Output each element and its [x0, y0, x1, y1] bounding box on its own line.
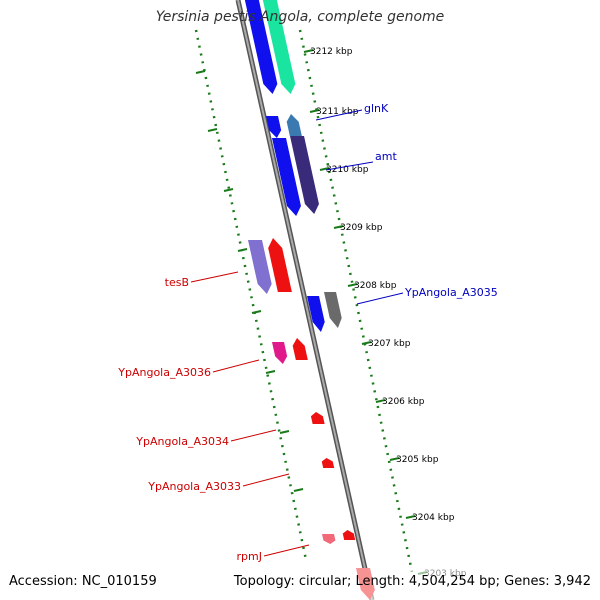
inner-major-tick: [195, 70, 206, 74]
gene-arrow-rpmj: [342, 530, 356, 540]
gene-arrow-lavender: [248, 240, 272, 294]
gene-arrow-rpmj-pink: [322, 534, 336, 544]
gene-label: YpAngola_A3035: [404, 286, 498, 299]
gene-arrow-glnk: [266, 116, 282, 138]
backbone-inner: [237, 0, 373, 600]
inner-major-tick: [223, 188, 234, 192]
gene-arrow-a3033: [321, 458, 335, 468]
scale-tick-mark: [319, 167, 330, 171]
footer-band: [0, 568, 600, 600]
scale-tick-mark: [375, 399, 386, 403]
gene-leader-line: [263, 544, 310, 557]
inner-major-tick: [251, 310, 262, 314]
scale-tick-label: 3207 kbp: [368, 339, 411, 349]
gene-label: tesB: [165, 276, 189, 289]
scale-tick-mark: [333, 225, 344, 229]
scale-tick-mark: [405, 515, 416, 519]
gene-leader-line: [315, 109, 363, 121]
gene-leader-line: [190, 271, 239, 283]
scale-tick-label: 3209 kbp: [340, 223, 383, 233]
scale-tick-mark: [361, 341, 372, 345]
gene-leader-line: [230, 429, 277, 442]
gene-arrow-a3034: [310, 412, 325, 424]
scale-tick-label: 3205 kbp: [396, 455, 439, 465]
gene-arrow-amt-partner: [290, 136, 319, 214]
gene-leader-line: [242, 473, 290, 487]
scale-tick-label: 3208 kbp: [354, 281, 397, 291]
scale-tick-label: 3206 kbp: [382, 397, 425, 407]
accession-text: Accession: NC_010159: [9, 574, 157, 589]
scale-tick-label: 3204 kbp: [412, 513, 455, 523]
gene-leader-line: [356, 292, 404, 305]
scale-tick-mark: [389, 457, 400, 461]
gene-label: YpAngola_A3034: [135, 435, 229, 448]
inner-major-tick: [207, 128, 218, 132]
scale-tick-label: 3210 kbp: [326, 165, 369, 175]
scale-tick-label: 3211 kbp: [316, 107, 359, 117]
gene-arrow-gray: [324, 292, 342, 328]
scale-tick-mark: [347, 283, 358, 287]
gene-label: YpAngola_A3033: [147, 480, 241, 493]
inner-major-tick: [279, 430, 290, 434]
gene-label: amt: [375, 150, 397, 163]
gene-arrow-blue-top: [244, 0, 278, 94]
scale-tick-label: 3212 kbp: [310, 47, 353, 57]
inner-major-tick: [265, 370, 276, 374]
gene-label: YpAngola_A3036: [117, 366, 211, 379]
topology-text: Topology: circular; Length: 4,504,254 bp…: [233, 574, 591, 589]
gene-leader-line: [325, 161, 374, 171]
gene-arrow-amt: [272, 138, 301, 216]
gene-leader-line: [212, 359, 260, 373]
scale-tick-mark: [309, 109, 320, 113]
gene-arrow-tesb: [268, 238, 292, 292]
inner-major-tick: [293, 488, 304, 492]
gene-arrow-red-a3036: [292, 338, 308, 360]
scale-tick-mark: [303, 49, 314, 53]
gene-arrow-a3035: [307, 296, 325, 332]
gene-label: glnK: [364, 102, 389, 115]
inner-major-tick: [237, 248, 248, 252]
gene-label: rpmJ: [237, 550, 262, 563]
gene-arrow-teal: [286, 114, 302, 136]
map-title: Yersinia pestis Angola, complete genome: [155, 9, 445, 25]
gene-arrow-green-top: [262, 0, 296, 94]
gene-arrow-a3036: [272, 342, 288, 364]
